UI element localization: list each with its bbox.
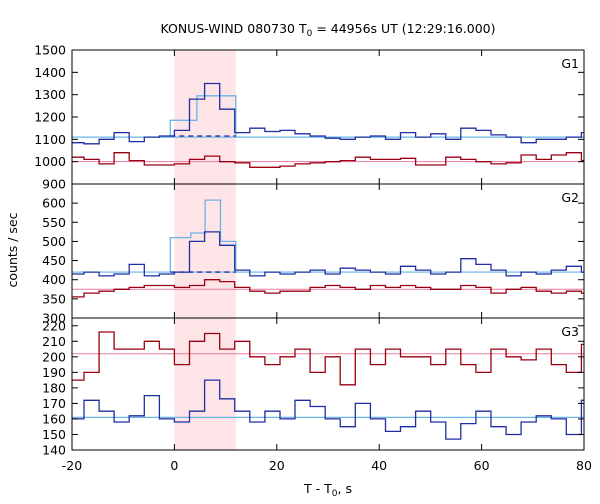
x-axis-label: T - T0, s <box>303 481 352 499</box>
y-tick-label: 180 <box>42 380 66 395</box>
x-tick-label: 80 <box>576 458 592 473</box>
red-series-steps <box>72 331 584 386</box>
x-tick-label: 20 <box>269 458 285 473</box>
blue-series-steps <box>72 379 584 440</box>
y-tick-label: 200 <box>42 349 66 364</box>
red-series-steps <box>72 152 584 168</box>
x-axis-ticks: -20 0 20 40 60 80 <box>62 458 592 473</box>
y-tick-label: 1100 <box>34 132 66 147</box>
blue-series-steps <box>72 231 584 277</box>
panel-label: G1 <box>561 56 579 71</box>
y-tick-label: 150 <box>42 427 66 442</box>
burst-fit-steps <box>169 95 237 138</box>
red-series-steps <box>72 279 584 298</box>
panel-g2: 300 350 400 450 500 550 600 G2 <box>42 183 585 326</box>
panel-label: G3 <box>561 324 579 339</box>
y-tick-label: 600 <box>42 196 66 211</box>
y-tick-label: 350 <box>42 291 66 306</box>
panel-frame <box>71 49 585 185</box>
y-tick-label: 220 <box>42 318 66 333</box>
y-tick-label: 1300 <box>34 87 66 102</box>
panels: 900100011001200130014001500G130035040045… <box>34 43 592 474</box>
y-tick-label: 550 <box>42 215 66 230</box>
panel-frame <box>71 317 585 451</box>
y-axis-label: counts / sec <box>5 212 20 287</box>
panel-frame <box>71 183 585 319</box>
y-tick-label: 210 <box>42 334 66 349</box>
y-tick-label: 900 <box>42 177 66 192</box>
y-tick-label: 450 <box>42 253 66 268</box>
y-tick-label: 1500 <box>34 43 66 58</box>
x-tick-label: -20 <box>62 458 82 473</box>
y-tick-label: 190 <box>42 365 66 380</box>
panel-label: G2 <box>561 190 579 205</box>
x-tick-label: 40 <box>371 458 387 473</box>
y-tick-label: 400 <box>42 272 66 287</box>
panel-g1: 900 1000 1100 1200 1300 1400 1500 G1 <box>34 43 585 192</box>
y-tick-label: 1200 <box>34 110 66 125</box>
y-tick-label: 140 <box>42 443 66 458</box>
y-tick-label: 1000 <box>34 154 66 169</box>
blue-series-steps <box>72 82 584 145</box>
burst-fit-steps <box>169 199 237 273</box>
y-tick-label: 300 <box>42 311 66 326</box>
y-tick-label: 170 <box>42 396 66 411</box>
y-tick-label: 160 <box>42 411 66 426</box>
x-tick-label: 60 <box>474 458 490 473</box>
chart-title: KONUS-WIND 080730 T0 = 44956s UT (12:29:… <box>160 21 495 39</box>
y-tick-label: 500 <box>42 234 66 249</box>
x-tick-label: 0 <box>170 458 178 473</box>
y-tick-label: 1400 <box>34 65 66 80</box>
